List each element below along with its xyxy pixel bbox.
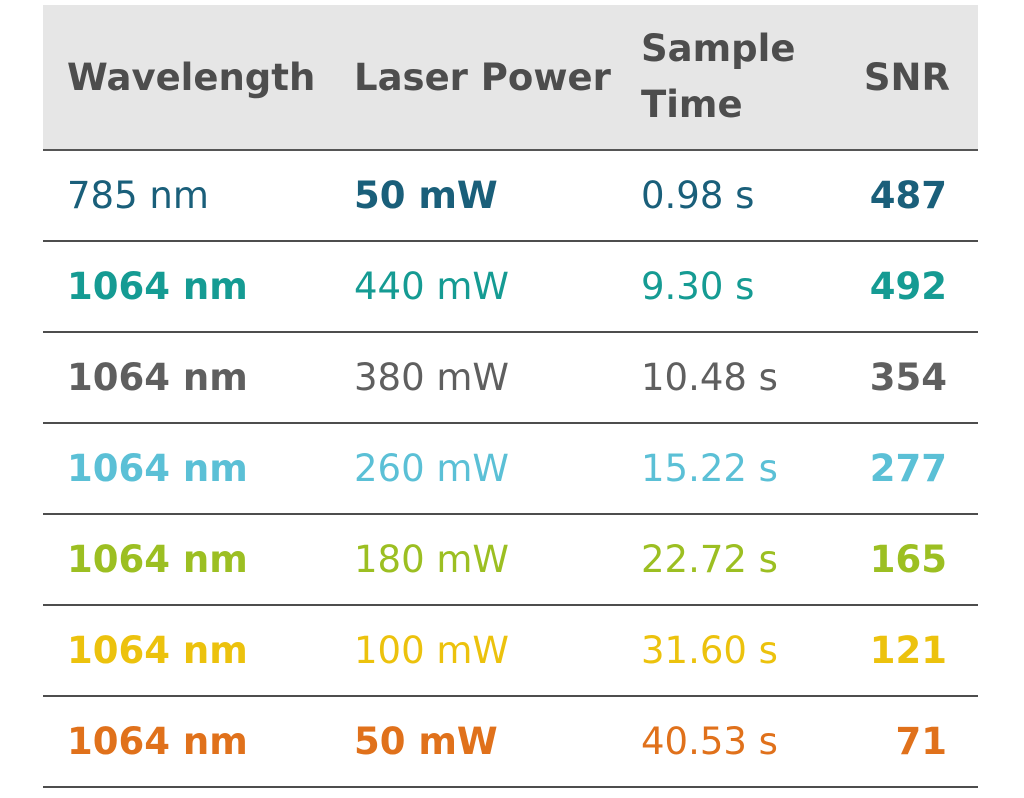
- table-row: 1064 nm 100 mW 31.60 s 121: [43, 606, 978, 697]
- cell-laser-power: 180 mW: [354, 538, 510, 581]
- header-snr: SNR: [863, 55, 950, 99]
- table-row: 1064 nm 440 mW 9.30 s 492: [43, 242, 978, 333]
- cell-sample-time: 0.98 s: [641, 174, 755, 217]
- cell-sample-time: 15.22 s: [641, 447, 778, 490]
- cell-sample-time: 31.60 s: [641, 629, 778, 672]
- table-row: 785 nm 50 mW 0.98 s 487: [43, 151, 978, 242]
- cell-laser-power: 440 mW: [354, 265, 510, 308]
- cell-sample-time: 22.72 s: [641, 538, 778, 581]
- cell-snr: 71: [895, 720, 948, 763]
- cell-snr: 487: [869, 174, 947, 217]
- cell-wavelength: 1064 nm: [67, 538, 248, 581]
- header-wavelength: Wavelength: [67, 55, 316, 99]
- cell-laser-power: 50 mW: [354, 720, 498, 763]
- table-row: 1064 nm 380 mW 10.48 s 354: [43, 333, 978, 424]
- cell-snr: 121: [869, 629, 947, 672]
- table-row: 1064 nm 50 mW 40.53 s 71: [43, 697, 978, 788]
- cell-wavelength: 1064 nm: [67, 265, 248, 308]
- cell-wavelength: 1064 nm: [67, 356, 248, 399]
- header-laser-power: Laser Power: [354, 55, 611, 99]
- cell-snr: 277: [869, 447, 947, 490]
- table-header: Wavelength Laser Power Sample Time SNR: [43, 5, 978, 151]
- cell-snr: 492: [869, 265, 947, 308]
- cell-snr: 165: [869, 538, 947, 581]
- cell-laser-power: 260 mW: [354, 447, 510, 490]
- cell-wavelength: 1064 nm: [67, 447, 248, 490]
- table-row: 1064 nm 180 mW 22.72 s 165: [43, 515, 978, 606]
- cell-wavelength: 785 nm: [67, 174, 209, 217]
- cell-laser-power: 380 mW: [354, 356, 510, 399]
- cell-laser-power: 100 mW: [354, 629, 510, 672]
- cell-laser-power: 50 mW: [354, 174, 498, 217]
- cell-sample-time: 40.53 s: [641, 720, 778, 763]
- cell-wavelength: 1064 nm: [67, 720, 248, 763]
- header-sample-time: Sample Time: [641, 27, 796, 126]
- table-row: 1064 nm 260 mW 15.22 s 277: [43, 424, 978, 515]
- cell-sample-time: 10.48 s: [641, 356, 778, 399]
- cell-snr: 354: [869, 356, 947, 399]
- cell-wavelength: 1064 nm: [67, 629, 248, 672]
- cell-sample-time: 9.30 s: [641, 265, 755, 308]
- comparison-table: Wavelength Laser Power Sample Time SNR 7…: [43, 5, 978, 788]
